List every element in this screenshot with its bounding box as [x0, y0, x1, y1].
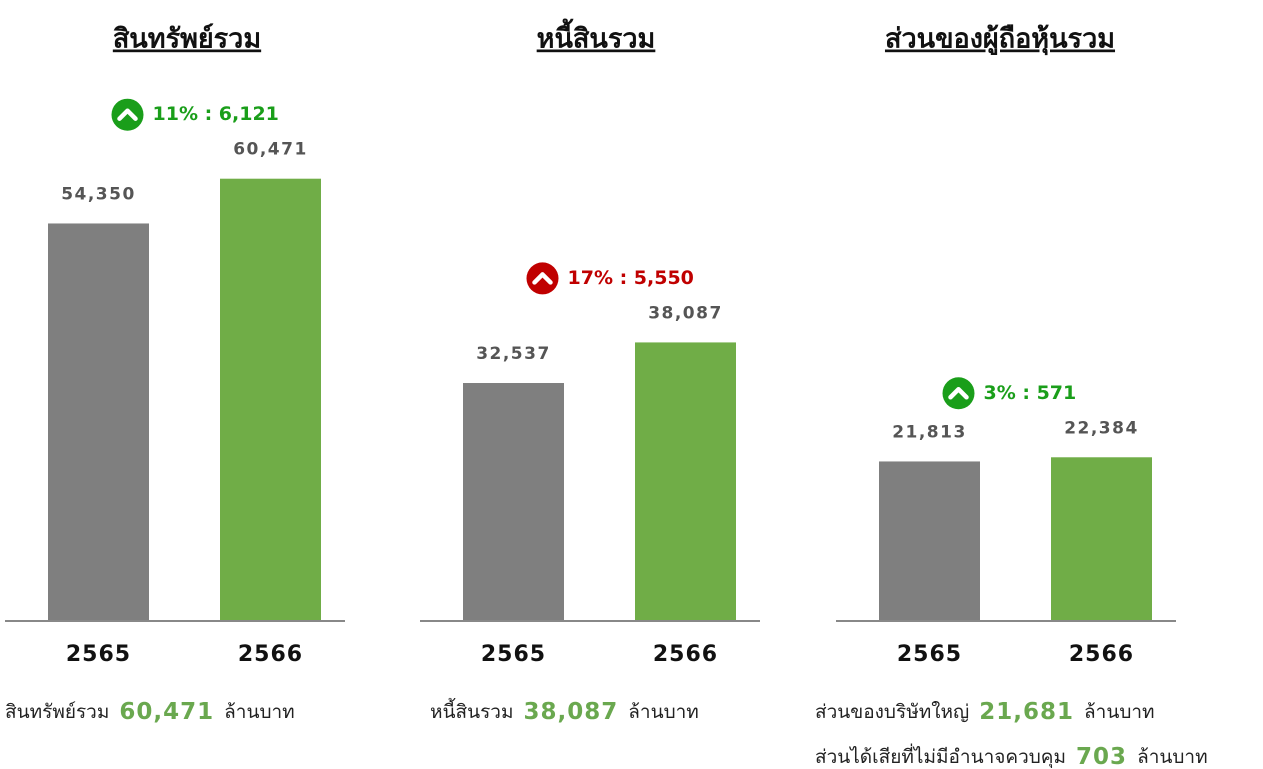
x-tick-label: 2566	[1069, 642, 1134, 667]
value-label: 60,471	[233, 140, 308, 160]
change-icon	[111, 98, 144, 131]
change-icon	[526, 262, 559, 295]
note-value: 703	[1076, 744, 1127, 769]
value-label: 32,537	[476, 344, 551, 364]
bar	[463, 383, 564, 621]
x-tick-label: 2566	[238, 642, 303, 667]
change-icon	[942, 377, 975, 410]
chart-title: หนี้สินรวม	[537, 18, 656, 55]
chart-title: สินทรัพย์รวม	[113, 23, 261, 55]
note-label: สินทรัพย์รวม	[5, 701, 109, 723]
note-unit: ล้านบาท	[224, 701, 295, 723]
note: หนี้สินรวม 38,087 ล้านบาท	[430, 698, 699, 725]
value-label: 21,813	[892, 422, 967, 442]
note-unit: ล้านบาท	[1137, 746, 1208, 768]
change-label: 17% : 5,550	[568, 267, 694, 289]
value-label: 22,384	[1064, 418, 1139, 438]
x-tick-label: 2566	[653, 642, 718, 667]
x-tick-label: 2565	[66, 642, 131, 667]
change-label: 11% : 6,121	[153, 103, 279, 125]
note-value: 21,681	[979, 699, 1074, 725]
bar	[879, 461, 980, 621]
note: ส่วนได้เสียที่ไม่มีอำนาจควบคุม 703 ล้านบาท	[815, 743, 1208, 769]
note: สินทรัพย์รวม 60,471 ล้านบาท	[5, 699, 295, 725]
note-label: หนี้สินรวม	[430, 698, 514, 723]
bar	[1051, 457, 1152, 621]
bar	[635, 342, 736, 621]
note-label: ส่วนของบริษัทใหญ่	[815, 701, 969, 723]
note: ส่วนของบริษัทใหญ่ 21,681 ล้านบาท	[815, 699, 1155, 725]
change-chevron	[117, 108, 138, 121]
value-label: 54,350	[61, 184, 136, 204]
note-unit: ล้านบาท	[1084, 701, 1155, 723]
change-chevron	[532, 272, 553, 285]
change-chevron	[948, 387, 969, 400]
note-label: ส่วนได้เสียที่ไม่มีอำนาจควบคุม	[815, 743, 1066, 769]
change-label: 3% : 571	[984, 382, 1077, 404]
chart-title: ส่วนของผู้ถือหุ้นรวม	[885, 24, 1115, 56]
note-unit: ล้านบาท	[628, 701, 699, 723]
value-label: 38,087	[648, 303, 723, 323]
note-value: 60,471	[119, 699, 214, 725]
x-tick-label: 2565	[481, 642, 546, 667]
x-tick-label: 2565	[897, 642, 962, 667]
bar	[48, 223, 149, 621]
note-value: 38,087	[524, 699, 619, 725]
bar	[220, 178, 321, 622]
